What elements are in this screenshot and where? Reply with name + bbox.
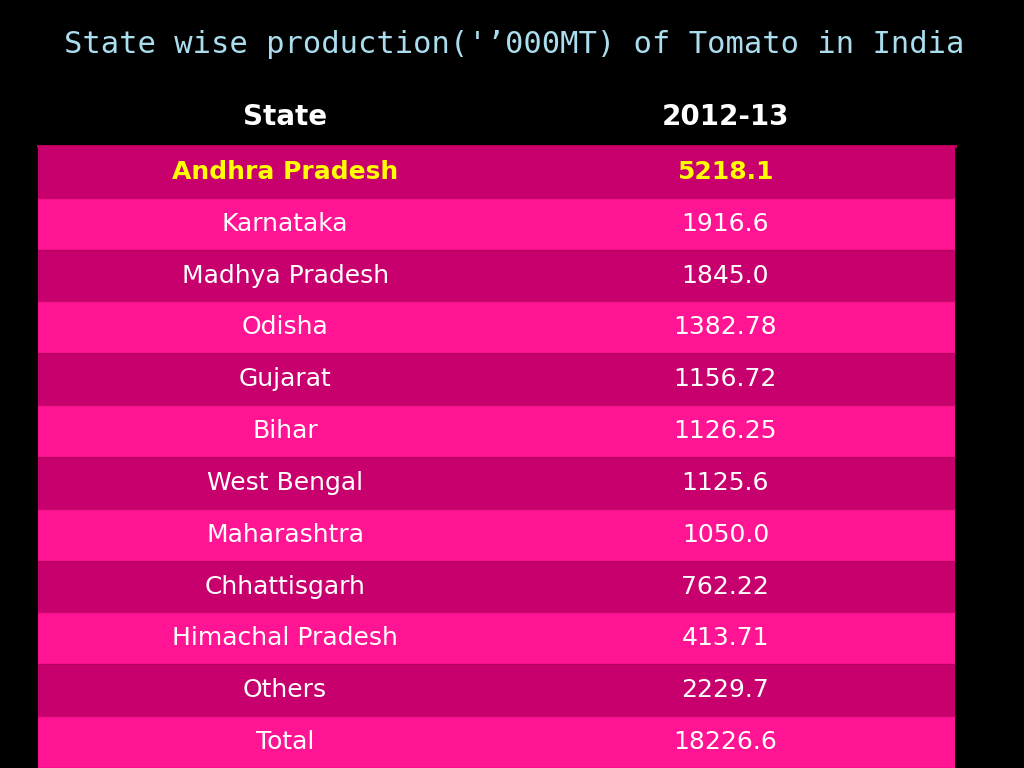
Text: Maharashtra: Maharashtra — [206, 523, 365, 547]
FancyBboxPatch shape — [38, 508, 954, 561]
FancyBboxPatch shape — [38, 301, 954, 353]
Text: Madhya Pradesh: Madhya Pradesh — [181, 263, 389, 287]
FancyBboxPatch shape — [38, 561, 954, 613]
Text: Odisha: Odisha — [242, 316, 329, 339]
FancyBboxPatch shape — [38, 0, 954, 88]
FancyBboxPatch shape — [38, 716, 954, 768]
Text: Total: Total — [256, 730, 314, 754]
FancyBboxPatch shape — [38, 353, 954, 406]
Text: 1382.78: 1382.78 — [674, 316, 777, 339]
Text: 18226.6: 18226.6 — [674, 730, 777, 754]
Text: 1156.72: 1156.72 — [674, 367, 777, 391]
Text: Chhattisgarh: Chhattisgarh — [205, 574, 366, 598]
Text: Karnataka: Karnataka — [222, 212, 348, 236]
Text: 2012-13: 2012-13 — [662, 103, 790, 131]
Text: 762.22: 762.22 — [682, 574, 769, 598]
Text: 5218.1: 5218.1 — [677, 160, 774, 184]
Text: State: State — [243, 103, 328, 131]
Text: Bihar: Bihar — [252, 419, 318, 443]
Text: 1125.6: 1125.6 — [682, 471, 769, 495]
Text: 1050.0: 1050.0 — [682, 523, 769, 547]
FancyBboxPatch shape — [38, 146, 954, 198]
Text: Gujarat: Gujarat — [239, 367, 332, 391]
Text: 413.71: 413.71 — [682, 627, 769, 650]
FancyBboxPatch shape — [38, 88, 954, 146]
Text: 1126.25: 1126.25 — [674, 419, 777, 443]
Text: Himachal Pradesh: Himachal Pradesh — [172, 627, 398, 650]
Text: West Bengal: West Bengal — [207, 471, 364, 495]
Text: 1916.6: 1916.6 — [682, 212, 769, 236]
Text: 1845.0: 1845.0 — [682, 263, 769, 287]
Text: 2229.7: 2229.7 — [682, 678, 769, 702]
Text: Andhra Pradesh: Andhra Pradesh — [172, 160, 398, 184]
FancyBboxPatch shape — [38, 613, 954, 664]
Text: Others: Others — [243, 678, 328, 702]
FancyBboxPatch shape — [38, 457, 954, 508]
Text: State wise production('’000MT) of Tomato in India: State wise production('’000MT) of Tomato… — [65, 30, 965, 58]
FancyBboxPatch shape — [38, 250, 954, 301]
FancyBboxPatch shape — [38, 406, 954, 457]
FancyBboxPatch shape — [38, 198, 954, 250]
FancyBboxPatch shape — [38, 664, 954, 716]
